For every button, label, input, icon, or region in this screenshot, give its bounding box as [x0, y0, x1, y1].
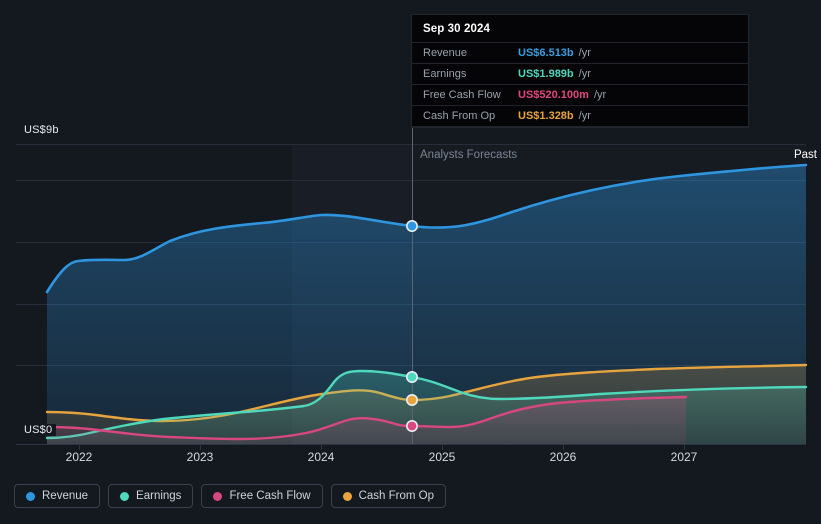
legend-item-earnings[interactable]: Earnings — [108, 484, 194, 508]
free-cash-flow-line — [45, 395, 688, 441]
chart-legend: Revenue Earnings Free Cash Flow Cash Fro… — [14, 484, 447, 508]
legend-dot-icon — [120, 491, 130, 501]
tooltip-value: US$6.513b — [518, 47, 574, 59]
legend-dot-icon — [213, 491, 223, 501]
tooltip-key: Free Cash Flow — [423, 89, 501, 101]
legend-label: Revenue — [42, 490, 89, 502]
gridline — [16, 180, 806, 181]
x-tick-mark — [79, 444, 80, 450]
y-axis-bottom-label: US$0 — [20, 424, 57, 436]
x-tick-2022: 2022 — [65, 450, 93, 464]
marker-earnings — [405, 370, 418, 383]
tooltip-unit: /yr — [593, 89, 607, 101]
gridline — [16, 144, 806, 145]
tooltip-row-free-cash-flow: Free Cash Flow US$520.100m /yr — [412, 84, 748, 105]
tooltip-value: US$1.989b — [518, 68, 574, 80]
legend-dot-icon — [26, 491, 35, 501]
financial-chart[interactable]: Past Analysts Forecasts US$9b US$0 2022 … — [0, 0, 821, 470]
x-tick-mark — [563, 444, 564, 450]
marker-cash-from-op — [405, 393, 418, 406]
legend-item-revenue[interactable]: Revenue — [14, 484, 101, 508]
legend-item-cash-from-op[interactable]: Cash From Op — [330, 484, 447, 508]
tooltip-value: US$1.328b — [518, 110, 574, 122]
forecast-label: Analysts Forecasts — [420, 149, 518, 161]
x-tick-mark — [442, 444, 443, 450]
tooltip-date: Sep 30 2024 — [423, 23, 490, 35]
past-label: Past — [793, 149, 817, 161]
tooltip-key: Cash From Op — [423, 110, 496, 122]
axis-baseline — [16, 444, 806, 445]
x-tick-mark — [684, 444, 685, 450]
tooltip-unit: /yr — [578, 68, 591, 80]
tooltip-unit: /yr — [578, 47, 591, 59]
tooltip-row-cash-from-op: Cash From Op US$1.328b /yr — [412, 105, 748, 127]
x-tick-mark — [200, 444, 201, 450]
earnings-line — [45, 369, 808, 440]
tooltip-row-revenue: Revenue US$6.513b /yr — [412, 42, 748, 63]
tooltip-unit: /yr — [578, 110, 591, 122]
x-tick-2027: 2027 — [670, 450, 698, 464]
chart-tooltip: Sep 30 2024 Revenue US$6.513b /yr Earnin… — [411, 14, 749, 128]
marker-revenue — [405, 220, 418, 233]
x-tick-2023: 2023 — [186, 450, 214, 464]
tooltip-row-earnings: Earnings US$1.989b /yr — [412, 63, 748, 84]
marker-free-cash-flow — [405, 419, 418, 432]
tooltip-key: Earnings — [423, 68, 467, 80]
tooltip-key: Revenue — [423, 47, 468, 59]
y-axis-top-label: US$9b — [20, 124, 63, 136]
x-tick-2024: 2024 — [307, 450, 335, 464]
legend-label: Cash From Op — [358, 490, 435, 502]
series-paths — [45, 163, 808, 444]
x-tick-mark — [321, 444, 322, 450]
x-tick-2026: 2026 — [549, 450, 577, 464]
legend-item-free-cash-flow[interactable]: Free Cash Flow — [201, 484, 323, 508]
tooltip-value: US$520.100m — [518, 89, 589, 101]
legend-label: Free Cash Flow — [229, 490, 311, 502]
legend-dot-icon — [342, 491, 352, 501]
highlight-markers — [405, 220, 418, 432]
revenue-line — [45, 163, 808, 294]
x-tick-2025: 2025 — [428, 450, 456, 464]
legend-label: Earnings — [136, 490, 182, 502]
